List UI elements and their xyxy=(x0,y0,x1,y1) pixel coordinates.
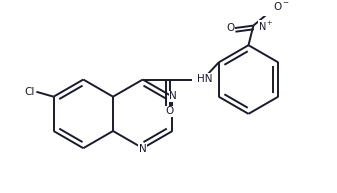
Text: N: N xyxy=(169,91,177,101)
Text: N: N xyxy=(139,144,147,154)
Text: O$^-$: O$^-$ xyxy=(273,0,290,12)
Text: N$^+$: N$^+$ xyxy=(258,20,274,33)
Text: O: O xyxy=(226,23,234,33)
Text: O: O xyxy=(165,106,174,116)
Text: HN: HN xyxy=(197,74,212,84)
Text: Cl: Cl xyxy=(24,87,34,97)
